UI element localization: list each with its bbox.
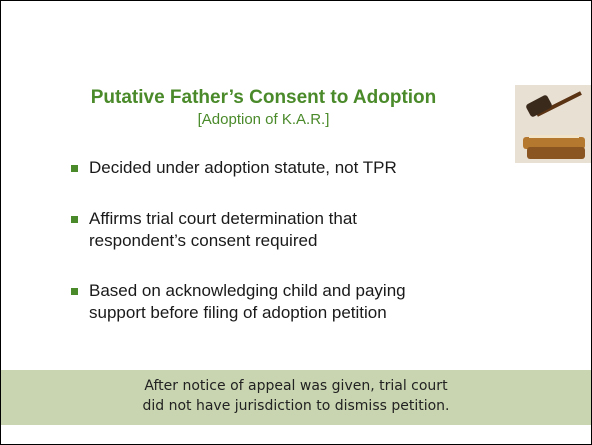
bullet-item: Decided under adoption statute, not TPR (71, 157, 521, 179)
bullet-line: Based on acknowledging child and paying (89, 280, 521, 302)
bullet-marker (71, 288, 78, 295)
slide: Putative Father’s Consent to Adoption [A… (0, 0, 592, 445)
note-line: did not have jurisdiction to dismiss pet… (1, 396, 591, 416)
bullet-line: Decided under adoption statute, not TPR (89, 157, 521, 179)
bullet-marker (71, 165, 78, 172)
note-line: After notice of appeal was given, trial … (1, 376, 591, 396)
bullet-marker (71, 216, 78, 223)
bullet-line: support before filing of adoption petiti… (89, 302, 521, 324)
bullet-line: Affirms trial court determination that (89, 208, 521, 230)
note-box: After notice of appeal was given, trial … (1, 370, 591, 425)
gavel-image (515, 85, 591, 163)
slide-title: Putative Father’s Consent to Adoption (41, 87, 486, 109)
slide-subtitle: [Adoption of K.A.R.] (41, 111, 486, 128)
bullet-text: Decided under adoption statute, not TPR (89, 157, 521, 179)
bullet-line: respondent’s consent required (89, 230, 521, 252)
